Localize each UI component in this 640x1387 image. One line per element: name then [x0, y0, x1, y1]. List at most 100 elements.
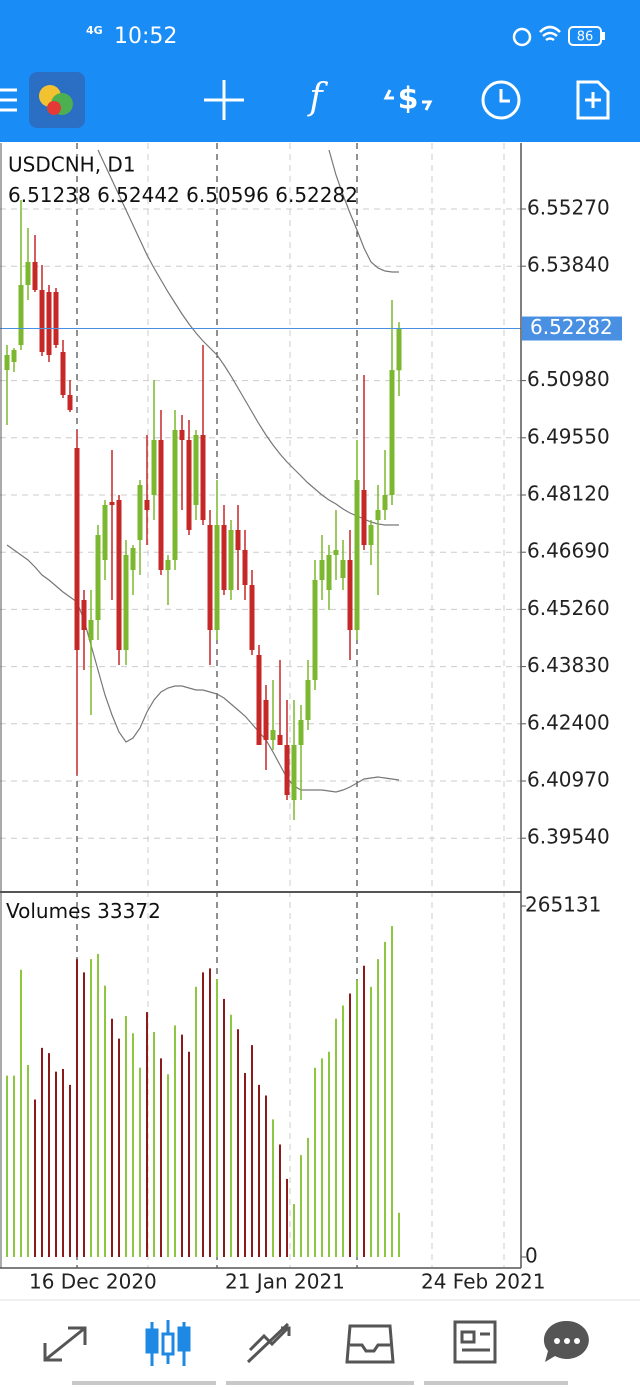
- candle-body: [298, 720, 304, 745]
- candle-body: [95, 535, 101, 620]
- candle-body: [382, 495, 388, 510]
- y-tick-label: 6.42400: [527, 710, 610, 734]
- trade-tab[interactable]: [246, 1322, 291, 1364]
- low-value: 6.50596: [186, 183, 269, 207]
- candle-body: [67, 395, 73, 410]
- candle-body: [221, 525, 227, 590]
- candle-body: [53, 292, 59, 345]
- candle-body: [249, 585, 255, 650]
- candle-body: [319, 560, 325, 580]
- candle-body: [4, 355, 10, 370]
- high-value: 6.52442: [97, 183, 180, 207]
- y-tick-label: 6.40970: [527, 768, 610, 792]
- ohlc-readout: 6.51238 6.52442 6.50596 6.52282: [8, 183, 358, 207]
- candle-body: [396, 328, 402, 371]
- toolbar: f $: [0, 72, 610, 128]
- x-tick-label: 16 Dec 2020: [29, 1270, 157, 1294]
- candle-body: [179, 430, 185, 440]
- candle-body: [186, 440, 192, 530]
- app-bar: [0, 0, 640, 142]
- candle-body: [235, 530, 241, 550]
- candle-body: [228, 530, 234, 590]
- candle-body: [326, 555, 332, 590]
- period-button[interactable]: [481, 80, 521, 120]
- bottom-nav: [43, 1320, 589, 1366]
- candle-body: [305, 680, 311, 720]
- close-value: 6.52282: [275, 183, 358, 207]
- candle-body: [291, 745, 297, 800]
- candle-body: [193, 435, 199, 505]
- candle-body: [11, 350, 17, 362]
- volume-last: 33372: [97, 899, 161, 923]
- current-price-label: 6.52282: [530, 315, 613, 339]
- messages-tab[interactable]: [543, 1320, 589, 1362]
- band-line: [328, 149, 399, 273]
- y-tick-label: 6.50980: [527, 367, 610, 391]
- candle-body: [333, 550, 339, 555]
- x-tick-label: 24 Feb 2021: [421, 1270, 545, 1294]
- candle-body: [18, 285, 24, 345]
- candle-body: [354, 480, 360, 630]
- chart-tab[interactable]: [145, 1320, 191, 1366]
- y-tick-label: 6.53840: [527, 253, 610, 277]
- candle-body: [25, 262, 31, 285]
- quotes-tab[interactable]: [43, 1326, 87, 1362]
- open-value: 6.51238: [8, 183, 91, 207]
- candle-body: [375, 510, 381, 520]
- candle-body: [137, 485, 143, 540]
- candle-body: [151, 440, 157, 495]
- current-price-box: [522, 316, 622, 341]
- candle-body: [263, 700, 269, 740]
- overlay-group: [4, 149, 402, 820]
- y-tick-label: 6.48120: [527, 482, 610, 506]
- candle-body: [242, 550, 248, 585]
- candle-body: [109, 502, 115, 505]
- candle-body: [144, 500, 150, 510]
- app-icon[interactable]: [29, 72, 85, 128]
- candle-body: [207, 525, 213, 630]
- trade-button[interactable]: $: [398, 82, 419, 117]
- candle-body: [60, 352, 66, 395]
- y2-tick-label: 265131: [525, 892, 601, 916]
- battery: 86: [577, 30, 594, 45]
- home-indicators: [72, 1381, 568, 1385]
- trade-arrows: [383, 89, 433, 111]
- y-tick-label: 6.45260: [527, 596, 610, 620]
- candle-body: [389, 370, 395, 495]
- candle-body: [88, 620, 94, 640]
- candle-body: [312, 580, 318, 680]
- candle-body: [368, 525, 374, 545]
- candle-body: [284, 745, 290, 795]
- candle-body: [158, 440, 164, 570]
- candle-body: [165, 560, 171, 570]
- history-tab[interactable]: [345, 1324, 395, 1364]
- news-tab[interactable]: [453, 1320, 497, 1364]
- network: 4G: [86, 24, 103, 37]
- y-tick-label: 6.49550: [527, 424, 610, 448]
- candle-body: [74, 448, 80, 650]
- volume-name: Volumes: [6, 899, 91, 923]
- candle-body: [340, 560, 346, 578]
- band-line: [6, 544, 400, 793]
- candle-body: [270, 730, 276, 740]
- clock: 10:52: [114, 24, 177, 49]
- band-line: [97, 149, 399, 526]
- candle-body: [172, 430, 178, 560]
- y2-tick-label: 0: [525, 1244, 538, 1268]
- candle-body: [46, 292, 52, 355]
- candle-body: [102, 505, 108, 560]
- y-tick-label: 6.39540: [527, 825, 610, 849]
- candle-body: [347, 560, 353, 630]
- candle-body: [32, 262, 38, 290]
- candle-body: [277, 735, 283, 745]
- y-tick-label: 6.46690: [527, 539, 610, 563]
- candle-body: [123, 555, 129, 650]
- menu-button[interactable]: [0, 88, 17, 112]
- candle-body: [256, 655, 262, 745]
- crosshair-button[interactable]: [204, 80, 244, 120]
- y-tick-label: 6.55270: [527, 196, 610, 220]
- status-icons: [512, 25, 605, 47]
- template-button[interactable]: [576, 80, 610, 120]
